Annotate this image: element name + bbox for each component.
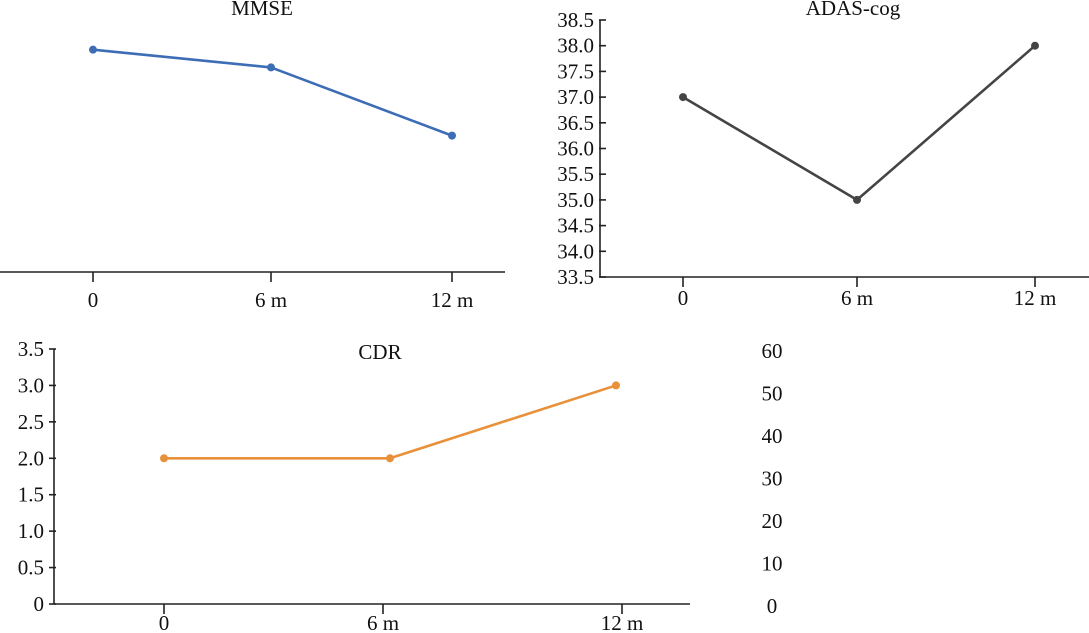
y-tick-label: 33.5 bbox=[557, 265, 594, 289]
x-tick-label: 12 m bbox=[601, 611, 644, 633]
data-point bbox=[612, 381, 620, 390]
panel-mmse: MMSE 0 6 m 12 m bbox=[0, 0, 505, 312]
y-tick-label: 60 bbox=[762, 339, 783, 363]
series-line bbox=[92, 48, 453, 137]
y-tick-label: 0 bbox=[34, 592, 45, 616]
x-tick-label: 12 m bbox=[1014, 286, 1057, 310]
y-tick-label: 50 bbox=[762, 382, 783, 406]
y-tick-label: 36.5 bbox=[557, 111, 594, 135]
y-tick-label: 34.5 bbox=[557, 214, 594, 238]
y-tick-label: 36.0 bbox=[557, 137, 594, 161]
series-line bbox=[682, 44, 1036, 202]
data-point bbox=[1031, 41, 1039, 50]
data-point bbox=[386, 454, 394, 463]
series-mmse bbox=[89, 45, 456, 140]
panel-title: ADAS-cog bbox=[806, 0, 901, 20]
x-tick-label: 0 bbox=[678, 286, 689, 310]
y-tick-label: 37.5 bbox=[557, 59, 594, 83]
y-tick-label: 38.5 bbox=[557, 8, 594, 32]
panel-title: MMSE bbox=[231, 0, 293, 20]
y-tick-label: 2.0 bbox=[18, 446, 44, 470]
x-tick-label: 6 m bbox=[255, 288, 287, 312]
x-tick-label: 12 m bbox=[431, 288, 474, 312]
x-tick-label: 6 m bbox=[367, 611, 399, 633]
y-tick-label: 30 bbox=[762, 467, 783, 491]
series-adas-cog bbox=[679, 41, 1039, 204]
data-point bbox=[448, 131, 456, 140]
panel-title: CDR bbox=[358, 340, 401, 364]
data-point bbox=[853, 195, 861, 204]
y-tick-group: 0 10 20 30 40 50 60 bbox=[762, 339, 783, 618]
y-tick-label: 37.0 bbox=[557, 85, 594, 109]
y-tick-label: 3.5 bbox=[18, 337, 44, 361]
y-tick-label: 35.5 bbox=[557, 162, 594, 186]
y-tick-label: 34.0 bbox=[557, 239, 594, 263]
y-tick-label: 10 bbox=[762, 552, 783, 576]
data-point bbox=[160, 454, 168, 463]
series-line bbox=[164, 384, 617, 460]
y-tick-label: 20 bbox=[762, 509, 783, 533]
data-point bbox=[89, 45, 97, 54]
y-tick-label: 1.5 bbox=[18, 483, 44, 507]
y-tick-label: 1.0 bbox=[18, 519, 44, 543]
y-tick-label: 40 bbox=[762, 424, 783, 448]
y-tick-label: 35.0 bbox=[557, 188, 594, 212]
data-point bbox=[679, 93, 687, 102]
y-tick-label: 2.5 bbox=[18, 410, 44, 434]
y-tick-label: 38.0 bbox=[557, 34, 594, 58]
panel-cdr: CDR 0 6 m 12 m 0 0.5 1.0 1.5 2.0 2.5 3.0 3.5 bbox=[18, 337, 690, 633]
y-tick-label: 0 bbox=[767, 594, 778, 618]
panel-adas-cog: ADAS-cog 0 6 m 12 m 33.534.034.535.035.5… bbox=[557, 0, 1089, 310]
data-point bbox=[267, 63, 275, 72]
x-tick-label: 6 m bbox=[841, 286, 873, 310]
y-tick-group: 0 0.5 1.0 1.5 2.0 2.5 3.0 3.5 bbox=[18, 337, 56, 616]
x-tick-label: 0 bbox=[88, 288, 99, 312]
y-tick-label: 0.5 bbox=[18, 556, 44, 580]
y-tick-group: 33.534.034.535.035.536.036.537.037.538.0… bbox=[557, 8, 606, 289]
series-cdr bbox=[160, 381, 620, 463]
y-tick-label: 3.0 bbox=[18, 373, 44, 397]
panel-empty: 0 10 20 30 40 50 60 bbox=[762, 339, 783, 618]
x-tick-label: 0 bbox=[159, 611, 170, 633]
